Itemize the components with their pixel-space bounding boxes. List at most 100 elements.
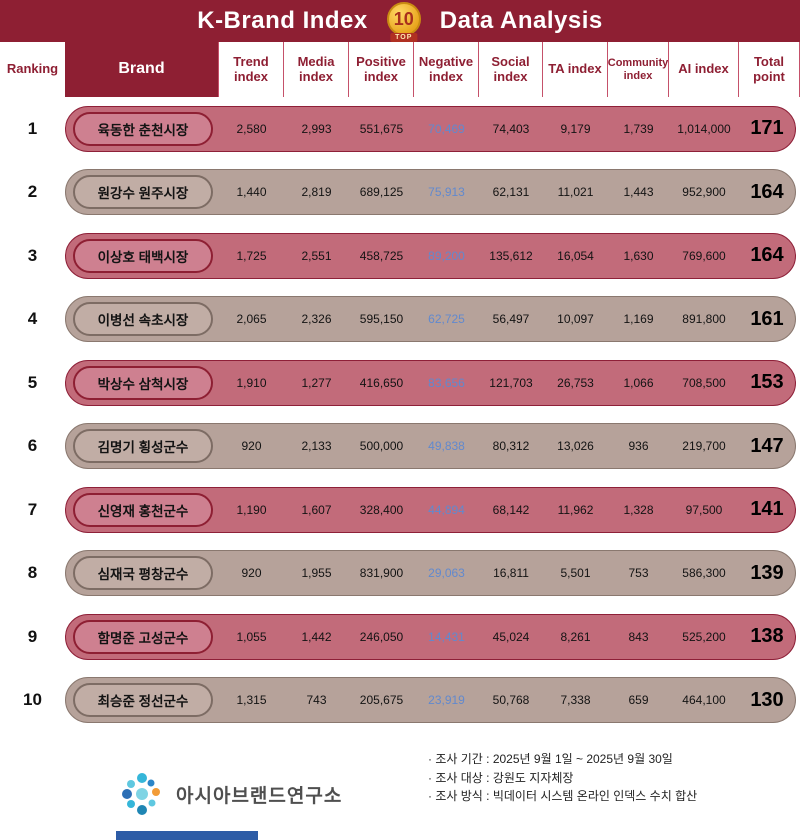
media-index-value: 1,955 (301, 566, 332, 581)
rank-cell: 1 (27, 118, 38, 138)
bottom-blue-bar (116, 831, 258, 840)
positive-index-value: 595,150 (359, 312, 404, 327)
trend-index-value: 1,440 (236, 185, 267, 200)
row-pill: 김명기 횡성군수 920 2,133 500,000 49,838 80,312… (65, 423, 796, 470)
table-row: 8 심재국 평창군수 920 1,955 831,900 29,063 16,8… (0, 542, 800, 606)
brand-name: 최승준 정선군수 (73, 683, 213, 718)
ai-index-value: 464,100 (682, 693, 726, 708)
column-header-trend: Trend index (218, 42, 283, 97)
table-row: 4 이병선 속초시장 2,065 2,326 595,150 62,725 56… (0, 288, 800, 352)
total-point-value: 153 (750, 371, 784, 394)
survey-note-target: · 조사 대상 : 강원도 지자체장 (428, 770, 574, 785)
column-header-community: Community index (607, 42, 668, 97)
social-index-value: 121,703 (489, 375, 533, 390)
trend-index-value: 1,315 (236, 693, 267, 708)
ai-index-value: 525,200 (682, 629, 726, 644)
row-pill: 박상수 삼척시장 1,910 1,277 416,650 83,656 121,… (65, 359, 796, 406)
social-index-value: 135,612 (489, 248, 533, 263)
column-header-ta: TA index (542, 42, 607, 97)
brand-name: 박상수 삼척시장 (73, 365, 213, 400)
brand-name: 육동한 춘천시장 (73, 111, 213, 146)
table-row: 9 함명준 고성군수 1,055 1,442 246,050 14,431 45… (0, 605, 800, 669)
row-pill: 신영재 홍천군수 1,190 1,607 328,400 44,894 68,1… (65, 486, 796, 533)
ai-index-value: 1,014,000 (677, 121, 731, 136)
top10-medal-icon: 10 TOP (384, 2, 424, 42)
positive-index-value: 551,675 (359, 121, 404, 136)
trend-index-value: 920 (241, 439, 262, 454)
column-header-media: Media index (283, 42, 348, 97)
community-index-value: 1,739 (623, 121, 654, 136)
media-index-value: 1,277 (301, 375, 332, 390)
media-index-value: 1,442 (301, 629, 332, 644)
row-pill: 육동한 춘천시장 2,580 2,993 551,675 70,469 74,4… (65, 105, 796, 152)
negative-index-value: 83,656 (428, 375, 465, 390)
column-header-ranking: Ranking (6, 61, 59, 77)
social-index-value: 45,024 (492, 629, 530, 644)
column-header-positive: Positive index (348, 42, 413, 97)
table-row: 3 이상호 태백시장 1,725 2,551 458,725 89,200 13… (0, 224, 800, 288)
table-row: 1 육동한 춘천시장 2,580 2,993 551,675 70,469 74… (0, 97, 800, 161)
column-header-brand: Brand (65, 42, 218, 97)
media-index-value: 2,551 (301, 248, 332, 263)
row-pill: 함명준 고성군수 1,055 1,442 246,050 14,431 45,0… (65, 613, 796, 660)
ai-index-value: 97,500 (685, 502, 723, 517)
ai-index-value: 952,900 (682, 185, 726, 200)
positive-index-value: 416,650 (359, 375, 404, 390)
ranking-table-body: 1 육동한 춘천시장 2,580 2,993 551,675 70,469 74… (0, 97, 800, 732)
brand-name: 김명기 횡성군수 (73, 429, 213, 464)
rank-cell: 4 (27, 309, 38, 329)
table-row: 2 원강수 원주시장 1,440 2,819 689,125 75,913 62… (0, 161, 800, 225)
community-index-value: 1,328 (623, 502, 654, 517)
positive-index-value: 500,000 (359, 439, 404, 454)
social-index-value: 62,131 (492, 185, 530, 200)
ai-index-value: 219,700 (682, 439, 726, 454)
social-index-value: 74,403 (492, 121, 530, 136)
brand-name: 함명준 고성군수 (73, 619, 213, 654)
media-index-value: 1,607 (301, 502, 332, 517)
row-pill: 최승준 정선군수 1,315 743 205,675 23,919 50,768… (65, 677, 796, 724)
positive-index-value: 689,125 (359, 185, 404, 200)
community-index-value: 753 (628, 566, 649, 581)
trend-index-value: 2,580 (236, 121, 267, 136)
page-title-right: Data Analysis (439, 7, 603, 34)
survey-note-period: · 조사 기간 : 2025년 9월 1일 ~ 2025년 9월 30일 (428, 752, 673, 766)
media-index-value: 2,993 (301, 121, 332, 136)
social-index-value: 68,142 (492, 502, 530, 517)
trend-index-value: 920 (241, 566, 262, 581)
social-index-value: 16,811 (493, 566, 529, 581)
asia-brand-institute-logo: 아시아브랜드연구소 (118, 770, 342, 818)
column-header-ai: AI index (668, 42, 738, 97)
positive-index-value: 831,900 (359, 566, 404, 581)
media-index-value: 2,326 (301, 312, 332, 327)
title-bar: K-Brand Index 10 TOP Data Analysis (0, 0, 800, 42)
rank-cell: 6 (27, 436, 38, 456)
community-index-value: 1,169 (623, 312, 654, 327)
table-row: 7 신영재 홍천군수 1,190 1,607 328,400 44,894 68… (0, 478, 800, 542)
negative-index-value: 44,894 (428, 502, 465, 517)
brand-name: 원강수 원주시장 (73, 175, 213, 210)
negative-index-value: 62,725 (428, 312, 465, 327)
media-index-value: 743 (306, 693, 327, 708)
column-header-social: Social index (478, 42, 542, 97)
media-index-value: 2,133 (301, 439, 332, 454)
ta-index-value: 26,753 (557, 375, 594, 390)
ta-index-value: 7,338 (560, 693, 591, 708)
rank-cell: 10 (23, 690, 42, 710)
negative-index-value: 75,913 (428, 185, 465, 200)
logo-text: 아시아브랜드연구소 (176, 785, 343, 807)
ai-index-value: 891,800 (682, 312, 726, 327)
negative-index-value: 89,200 (428, 248, 465, 263)
positive-index-value: 246,050 (359, 629, 404, 644)
negative-index-value: 23,919 (428, 693, 465, 708)
media-index-value: 2,819 (301, 185, 332, 200)
social-index-value: 80,312 (492, 439, 530, 454)
ta-index-value: 11,962 (557, 502, 594, 517)
ta-index-value: 11,021 (557, 185, 594, 200)
rank-cell: 3 (27, 245, 38, 265)
dotted-emblem-icon (122, 773, 160, 815)
total-point-value: 161 (750, 307, 784, 330)
community-index-value: 936 (628, 439, 649, 454)
community-index-value: 843 (628, 629, 649, 644)
community-index-value: 659 (628, 693, 649, 708)
rank-cell: 2 (27, 182, 38, 202)
